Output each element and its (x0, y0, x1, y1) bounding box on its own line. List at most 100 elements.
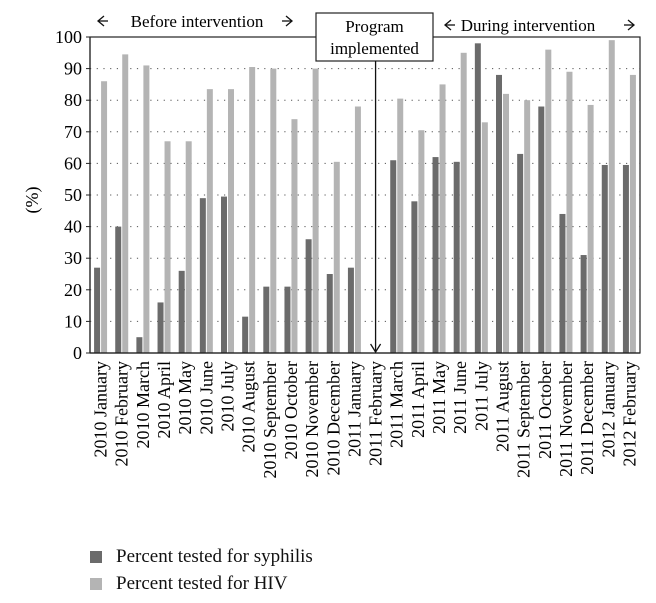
y-tick-label: 90 (64, 59, 82, 79)
y-tick-label: 0 (73, 343, 82, 363)
y-tick-label: 80 (64, 90, 82, 110)
bar-hiv (185, 141, 192, 353)
program-implemented-arrow (370, 61, 382, 354)
x-tick-label: 2012 February (619, 361, 639, 466)
x-tick-label: 2011 January (344, 361, 364, 457)
y-tick-label: 60 (64, 153, 82, 173)
bar-hiv (270, 68, 277, 353)
bar-hiv (503, 93, 509, 353)
bar-hiv (629, 74, 636, 354)
bar-hiv (481, 122, 488, 353)
bar-hiv (354, 106, 361, 354)
bar-syphilis (284, 286, 291, 353)
y-tick-label: 70 (64, 122, 82, 142)
during-intervention-annotation: During intervention (443, 16, 636, 35)
bar-syphilis (136, 337, 143, 353)
before-intervention-annotation: Before intervention (96, 12, 294, 31)
bar-syphilis (263, 286, 270, 353)
legend-label-syphilis: Percent tested for syphilis (116, 545, 313, 567)
arrow-head (627, 19, 636, 31)
bar-syphilis (115, 226, 122, 353)
bar-hiv (460, 52, 467, 354)
bar-hiv (333, 161, 340, 353)
x-tick-label: 2010 March (133, 361, 153, 448)
bar-syphilis (559, 213, 566, 353)
bar-hiv (524, 100, 531, 353)
legend-swatch-syphilis (90, 550, 102, 563)
bar-syphilis (496, 74, 502, 354)
y-axis-ticks: 0 10 20 30 40 50 60 70 80 90 100 (55, 27, 90, 363)
bar-syphilis (157, 302, 164, 353)
bar-hiv (122, 54, 129, 353)
bar-hiv (312, 68, 319, 353)
bar-hiv (566, 71, 573, 353)
bar-syphilis (242, 316, 249, 353)
x-tick-label: 2010 October (281, 361, 301, 459)
bar-syphilis (347, 267, 354, 353)
legend: Percent tested for syphilis Percent test… (90, 543, 313, 597)
x-tick-label: 2011 September (514, 361, 534, 478)
program-implemented-annotation: Program implemented (315, 12, 434, 354)
gridlines (90, 68, 640, 322)
y-tick-label: 20 (64, 280, 82, 300)
arrow-head (443, 19, 452, 31)
bar-syphilis (474, 43, 481, 353)
x-tick-label: 2012 January (598, 361, 618, 457)
x-tick-label: 2011 June (450, 361, 470, 434)
bar-hiv (249, 67, 256, 354)
arrow-head (370, 343, 382, 354)
bar-hiv (291, 119, 298, 353)
legend-swatch-hiv (90, 577, 102, 590)
legend-item-hiv: Percent tested for HIV (90, 570, 313, 597)
x-tick-label: 2010 September (260, 361, 280, 478)
bar-syphilis (178, 270, 185, 353)
x-tick-label: 2011 November (556, 361, 576, 477)
before-intervention-arrows (96, 15, 294, 27)
bar-syphilis (390, 160, 397, 353)
bar-hiv (143, 65, 150, 353)
bar-syphilis (411, 201, 418, 353)
bar-syphilis (517, 153, 524, 353)
y-tick-label: 100 (55, 27, 82, 47)
program-label-line2: implemented (330, 39, 419, 58)
bar-syphilis (221, 196, 227, 353)
bar-syphilis (199, 198, 206, 353)
x-tick-label: 2010 February (112, 361, 132, 466)
bar-syphilis (94, 267, 101, 353)
bar-hiv (439, 84, 446, 354)
bar-hiv (164, 141, 171, 353)
bar-hiv (101, 81, 108, 354)
bar-syphilis (580, 255, 587, 353)
arrow-head (285, 15, 294, 27)
x-tick-label: 2011 July (471, 361, 491, 431)
bars (94, 40, 636, 354)
bar-hiv (587, 104, 594, 353)
legend-label-hiv: Percent tested for HIV (116, 572, 288, 594)
x-tick-label: 2010 November (302, 361, 322, 477)
bar-syphilis (305, 239, 312, 353)
x-tick-label: 2011 October (535, 361, 555, 459)
bar-syphilis (622, 164, 629, 353)
x-tick-label: 2011 May (429, 361, 449, 434)
x-axis-labels: 2010 January 2010 February 2010 March 2010 … (91, 361, 640, 478)
program-implemented-box (315, 12, 434, 62)
bar-hiv (608, 40, 615, 353)
bar-syphilis (432, 157, 439, 353)
bar-hiv (228, 89, 234, 353)
x-tick-label: 2011 February (366, 361, 386, 466)
y-tick-label: 30 (64, 248, 82, 268)
bar-syphilis (326, 274, 333, 353)
x-tick-label: 2010 June (196, 361, 216, 435)
y-tick-label: 50 (64, 185, 82, 205)
bar-syphilis (601, 164, 608, 353)
x-tick-label: 2010 April (154, 361, 174, 439)
x-tick-label: 2011 August (493, 361, 513, 452)
arrow-head (96, 15, 105, 27)
during-intervention-arrows (443, 19, 636, 31)
program-label-line1: Program (345, 17, 404, 36)
bar-syphilis (538, 106, 545, 354)
x-tick-label: 2010 July (218, 361, 238, 432)
during-intervention-label: During intervention (461, 16, 596, 35)
bar-hiv (206, 89, 213, 353)
